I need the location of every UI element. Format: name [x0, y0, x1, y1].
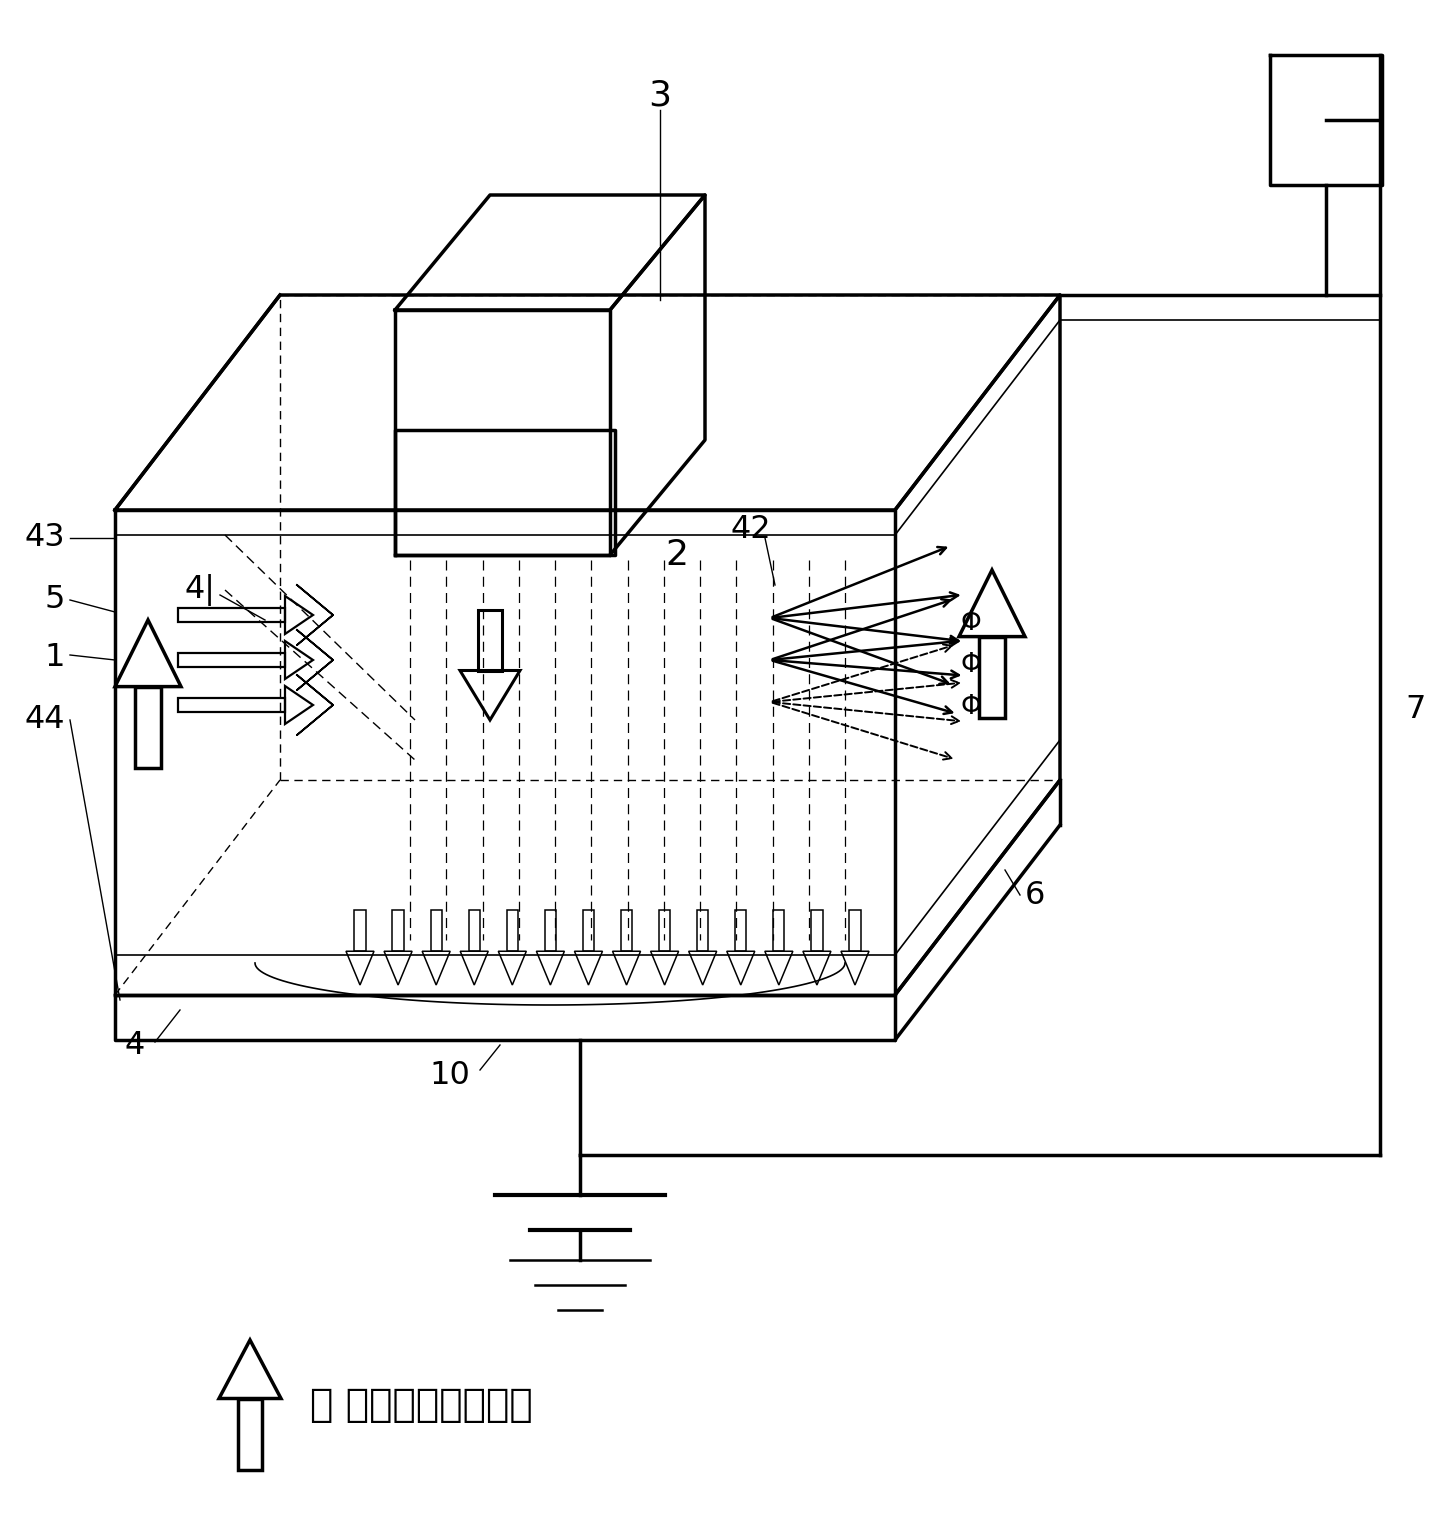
Text: 7: 7: [1405, 694, 1425, 725]
Text: 3: 3: [649, 78, 672, 112]
Text: 44: 44: [25, 705, 65, 736]
Text: ： 自发形成的极方向: ： 自发形成的极方向: [311, 1385, 533, 1424]
Text: Φ: Φ: [959, 694, 981, 720]
Text: 42: 42: [730, 515, 770, 545]
Text: 4: 4: [124, 1029, 144, 1060]
Text: 4|: 4|: [185, 574, 215, 607]
Text: 5: 5: [45, 585, 65, 616]
Text: 43: 43: [25, 522, 65, 553]
Text: 1: 1: [45, 642, 65, 673]
Text: 10: 10: [429, 1060, 471, 1091]
Text: Φ: Φ: [959, 610, 981, 636]
Text: 6: 6: [1025, 880, 1045, 911]
Text: Φ: Φ: [959, 651, 981, 677]
Text: 2: 2: [665, 538, 688, 571]
